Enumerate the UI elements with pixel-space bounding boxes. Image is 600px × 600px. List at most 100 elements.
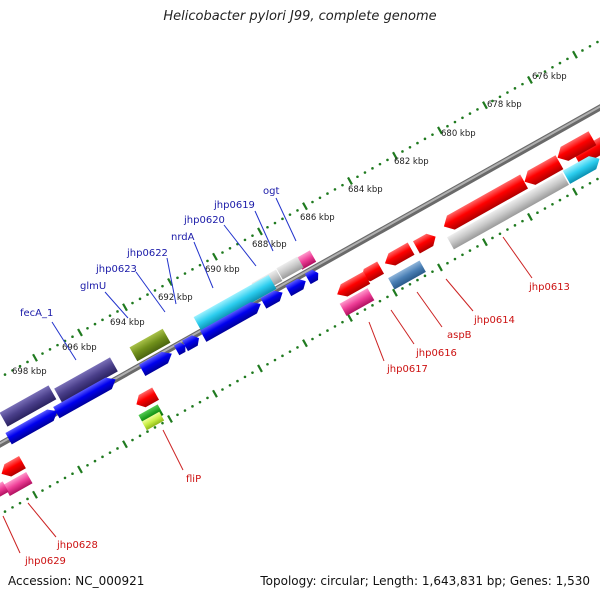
scale-dot: [356, 175, 359, 179]
gene-arrow: [3, 471, 33, 497]
scale-label: 688 kbp: [252, 240, 287, 250]
label-leader: [223, 224, 257, 267]
gene-arrow: [304, 269, 319, 285]
scale-dot: [183, 272, 187, 275]
scale-label: 686 kbp: [300, 213, 335, 223]
scale-dot: [446, 261, 449, 265]
scale-dot: [513, 224, 517, 227]
scale-tick: [572, 187, 578, 196]
scale-dot: [153, 426, 157, 429]
gene-label: ogt: [263, 186, 279, 197]
scale-dot: [183, 409, 187, 412]
scale-tick: [77, 465, 83, 474]
scale-dot: [206, 396, 209, 400]
scale-dot: [93, 459, 97, 463]
gene-arrow: [136, 387, 160, 408]
scale-dot: [333, 188, 337, 191]
scale-tick: [32, 353, 38, 362]
label-leader: [166, 257, 177, 305]
scale-dot: [18, 501, 22, 505]
scale-dot: [491, 99, 494, 103]
gene-label: jhp0629: [24, 556, 66, 567]
scale-dot: [401, 150, 404, 153]
scale-dot: [408, 282, 412, 286]
gene-arrow: [141, 411, 165, 431]
scale-dot: [281, 354, 284, 358]
scale-dot: [326, 329, 329, 332]
gene-arrow: [0, 385, 57, 427]
scale-dot: [41, 352, 44, 355]
scale-dot: [558, 61, 562, 65]
label-leader: [254, 210, 274, 252]
scale-tick: [437, 126, 443, 135]
scale-dot: [371, 304, 374, 307]
label-leader: [368, 321, 385, 362]
scale-dot: [416, 278, 419, 282]
scale-dot: [153, 289, 157, 292]
scale-dot: [311, 337, 314, 341]
gene-arrow: [182, 335, 199, 352]
scale-dot: [3, 510, 7, 513]
scale-dot: [506, 228, 509, 231]
scale-dot: [131, 438, 134, 442]
gene-arrow: [562, 156, 600, 184]
scale-tick: [392, 151, 398, 160]
scale-tick: [257, 227, 263, 236]
scale-dot: [26, 497, 29, 501]
scale-tick: [482, 238, 488, 247]
scale-dot: [251, 234, 254, 237]
gene-arrow: [54, 357, 118, 403]
gene-arrow: [447, 172, 569, 250]
gene-arrow: [193, 274, 277, 332]
scale-tick: [482, 101, 488, 110]
scale-dot: [198, 263, 202, 267]
scale-dot: [378, 162, 382, 166]
label-leader: [502, 236, 533, 279]
label-leader: [416, 291, 443, 328]
scale-tick: [32, 490, 38, 499]
scale-dot: [461, 116, 464, 120]
gene-label: jhp0617: [386, 364, 428, 375]
label-leader: [2, 515, 21, 554]
scale-tick: [347, 313, 353, 322]
scale-dot: [228, 384, 232, 387]
scale-dot: [318, 196, 322, 200]
scale-dot: [48, 485, 52, 488]
gene-arrow: [573, 133, 600, 167]
scale-dot: [401, 287, 404, 290]
gene-arrow: [1, 456, 26, 477]
scale-dot: [476, 245, 479, 248]
scale-dot: [101, 455, 104, 459]
label-leader: [390, 309, 415, 345]
gene-arrow: [557, 131, 597, 161]
scale-dot: [363, 308, 367, 311]
gene-label: jhp0613: [528, 282, 570, 293]
label-leader: [445, 278, 474, 312]
scale-dot: [3, 373, 7, 376]
scale-dot: [581, 49, 584, 52]
label-leader: [135, 271, 166, 313]
scale-dot: [108, 451, 112, 454]
scale-dot: [521, 82, 524, 86]
scale-dot: [71, 472, 74, 475]
scale-dot: [386, 158, 389, 162]
scale-dot: [498, 232, 502, 236]
gene-arrow: [276, 256, 304, 280]
scale-dot: [453, 257, 457, 261]
scale-dot: [378, 299, 382, 303]
scale-tick: [122, 440, 128, 449]
scale-dot: [56, 480, 59, 484]
scale-dot: [296, 209, 299, 212]
label-leader: [51, 321, 77, 361]
gene-label: glmU: [80, 281, 106, 292]
gene-features: [0, 131, 600, 503]
scale-dot: [333, 325, 337, 328]
scale-dot: [431, 133, 434, 136]
gene-label: jhp0623: [95, 264, 137, 275]
scale-tick: [302, 339, 308, 348]
scale-label: 676 kbp: [532, 72, 567, 82]
scale-dot: [311, 200, 314, 204]
gene-arrow: [285, 278, 306, 297]
gene-arrow: [138, 351, 172, 376]
